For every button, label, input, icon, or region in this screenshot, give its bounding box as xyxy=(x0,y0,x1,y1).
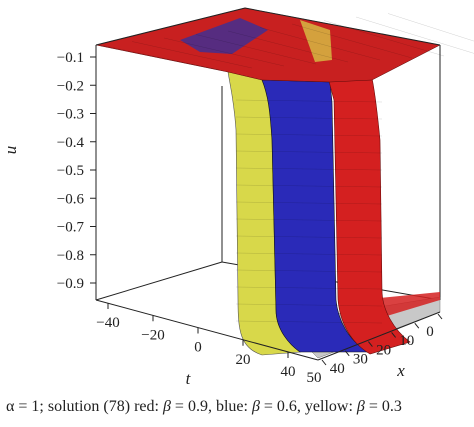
caption-red: = 0.9, blue: xyxy=(170,398,252,415)
box-edge-top-right xyxy=(244,7,441,46)
mesh-line xyxy=(235,184,383,188)
mesh-line xyxy=(235,320,383,324)
z-tick-label: −0.6 xyxy=(57,191,85,207)
t-tick-label: −40 xyxy=(96,315,119,331)
x-tick-mark xyxy=(344,350,350,357)
caption-beta-blue: β xyxy=(251,398,260,415)
mesh-line xyxy=(235,150,383,154)
x-tick-mark xyxy=(437,313,443,320)
caption-beta-yellow: β xyxy=(356,398,365,415)
mesh-line xyxy=(355,16,474,54)
mesh-line xyxy=(235,303,383,307)
x-tick-label: 0 xyxy=(426,324,434,340)
t-axis-ticks: −40 −20 0 20 40 xyxy=(96,303,296,380)
mesh-line xyxy=(235,167,383,171)
mesh-line xyxy=(195,34,317,65)
mesh-line xyxy=(387,13,474,42)
z-tick-label: −0.2 xyxy=(57,78,84,94)
mesh-line xyxy=(291,23,413,59)
x-tick-label: 50 xyxy=(307,370,322,386)
mesh-line xyxy=(235,133,383,137)
z-tick-label: −0.5 xyxy=(57,163,84,179)
mesh-line xyxy=(235,201,383,205)
x-tick-label: 20 xyxy=(376,342,391,358)
caption-blue: = 0.6, yellow: xyxy=(259,398,357,415)
x-tick-mark xyxy=(368,341,373,347)
box-edge-floor-back xyxy=(95,261,223,301)
t-tick-label: −20 xyxy=(141,327,164,343)
x-tick-mark xyxy=(391,332,396,338)
mesh-line xyxy=(235,116,383,120)
caption-beta-red: β xyxy=(162,398,171,415)
z-tick-label: −0.9 xyxy=(57,276,84,292)
z-axis-ticks: −0.1 −0.2 −0.3 −0.4 −0.5 −0.6 −0.7 −0.8 −0.9 xyxy=(57,50,96,292)
mesh-line xyxy=(259,27,381,61)
x-tick-label: 10 xyxy=(399,333,414,349)
mesh-line xyxy=(235,286,383,290)
figure-caption: α = 1; solution (78) red: β = 0.9, blue:… xyxy=(6,398,474,416)
mesh-line xyxy=(235,235,383,239)
x-tick-label: 40 xyxy=(330,361,345,377)
mesh-line xyxy=(235,269,383,273)
mesh-line xyxy=(227,30,349,63)
mesh-line xyxy=(99,44,221,71)
z-tick-label: −0.7 xyxy=(57,220,85,236)
surface-top-blue-patch xyxy=(180,18,268,54)
surface-blue xyxy=(261,79,370,353)
x-tick-label: 30 xyxy=(353,352,368,368)
mesh-line xyxy=(163,37,285,67)
t-tick-label: 0 xyxy=(194,340,202,356)
box-edge-front-bottom-t xyxy=(95,299,319,361)
z-axis-label: u xyxy=(1,146,20,155)
surface-top-yellow-edge xyxy=(300,20,332,62)
x-axis-ticks: 50 40 30 20 10 0 xyxy=(307,313,443,386)
z-tick-label: −0.1 xyxy=(57,50,84,66)
z-tick-label: −0.4 xyxy=(57,135,85,151)
mesh-line xyxy=(235,218,383,222)
box-edge-front-bottom-x xyxy=(317,311,441,361)
z-tick-label: −0.3 xyxy=(57,107,84,123)
t-tick-label: 40 xyxy=(281,364,296,380)
mesh-line xyxy=(235,99,383,103)
surface-red xyxy=(325,69,411,355)
caption-alpha: α = 1; solution (78) red: xyxy=(6,398,163,415)
t-tick-label: 20 xyxy=(236,352,251,368)
t-axis-label: t xyxy=(186,369,192,388)
x-tick-mark xyxy=(414,322,420,329)
mesh-line xyxy=(131,41,253,69)
caption-yellow: = 0.3 xyxy=(364,398,402,415)
z-tick-label: −0.8 xyxy=(57,248,84,264)
box-edge-top-left xyxy=(95,7,246,46)
x-axis-label: x xyxy=(396,361,405,380)
mesh-line xyxy=(235,252,383,256)
x-tick-mark xyxy=(321,359,327,366)
